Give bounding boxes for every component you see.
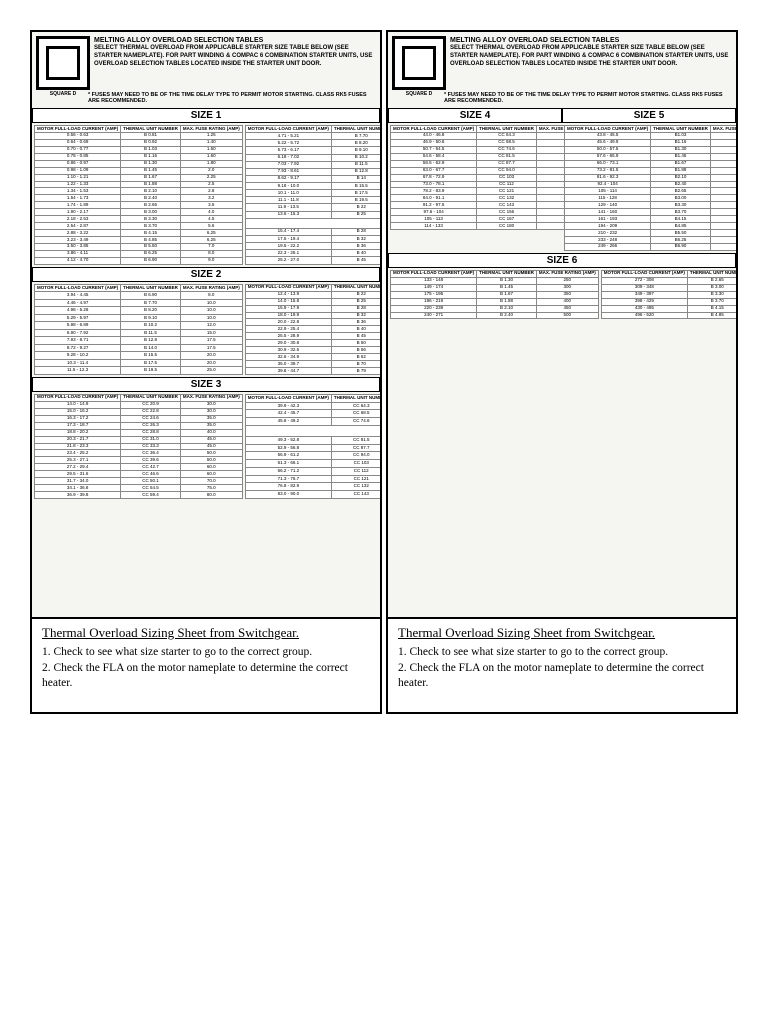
size1-right-table: MOTOR FULL-LOAD CURRENT (AMP)THERMAL UNI…: [245, 125, 382, 265]
caption-body: 1. Check to see what size starter to go …: [398, 645, 726, 692]
header-block-r: SQUARE D MELTING ALLOY OVERLOAD SELECTIO…: [388, 32, 736, 108]
size1-left-table: MOTOR FULL-LOAD CURRENT (AMP)THERMAL UNI…: [34, 125, 243, 265]
size2-right-table: MOTOR FULL-LOAD CURRENT (AMP)THERMAL UNI…: [245, 284, 382, 375]
size4-header: SIZE 4: [388, 108, 562, 123]
logo-label: SQUARE D: [395, 91, 443, 97]
size1-header: SIZE 1: [32, 108, 380, 123]
size6-header: SIZE 6: [388, 253, 736, 268]
captions-row: Thermal Overload Sizing Sheet from Switc…: [0, 619, 768, 714]
header-text-r: MELTING ALLOY OVERLOAD SELECTION TABLES …: [450, 36, 732, 68]
square-d-logo: SQUARE D: [392, 36, 446, 90]
size2-left-table: MOTOR FULL-LOAD CURRENT (AMP)THERMAL UNI…: [34, 284, 243, 375]
size6-left-table: MOTOR FULL-LOAD CURRENT (AMP)THERMAL UNI…: [390, 270, 599, 320]
size3-left-table: MOTOR FULL-LOAD CURRENT (AMP)THERMAL UNI…: [34, 394, 243, 499]
header-body: SELECT THERMAL OVERLOAD FROM APPLICABLE …: [450, 45, 732, 68]
header-text: MELTING ALLOY OVERLOAD SELECTION TABLES …: [94, 36, 376, 68]
size5-header: SIZE 5: [562, 108, 736, 123]
caption-title: Thermal Overload Sizing Sheet from Switc…: [398, 625, 726, 641]
size6-right-table: MOTOR FULL-LOAD CURRENT (AMP)THERMAL UNI…: [601, 270, 738, 320]
header-body: SELECT THERMAL OVERLOAD FROM APPLICABLE …: [94, 45, 376, 68]
size3-tables: MOTOR FULL-LOAD CURRENT (AMP)THERMAL UNI…: [32, 392, 380, 501]
header-block: SQUARE D MELTING ALLOY OVERLOAD SELECTIO…: [32, 32, 380, 108]
size2-tables: MOTOR FULL-LOAD CURRENT (AMP)THERMAL UNI…: [32, 282, 380, 377]
size5-table: MOTOR FULL-LOAD CURRENT (AMP)THERMAL UNI…: [564, 125, 738, 251]
square-d-logo: SQUARE D: [36, 36, 90, 90]
content-area: SQUARE D MELTING ALLOY OVERLOAD SELECTIO…: [0, 0, 768, 619]
document-page: SQUARE D MELTING ALLOY OVERLOAD SELECTIO…: [0, 0, 768, 1024]
fuse-note: * FUSES MAY NEED TO BE OF THE TIME DELAY…: [444, 92, 732, 104]
size3-right-table: MOTOR FULL-LOAD CURRENT (AMP)THERMAL UNI…: [245, 394, 382, 499]
right-panel: SQUARE D MELTING ALLOY OVERLOAD SELECTIO…: [386, 30, 738, 619]
left-panel: SQUARE D MELTING ALLOY OVERLOAD SELECTIO…: [30, 30, 382, 619]
header-title: MELTING ALLOY OVERLOAD SELECTION TABLES: [94, 36, 376, 45]
caption-body: 1. Check to see what size starter to go …: [42, 645, 370, 692]
size2-header: SIZE 2: [32, 267, 380, 282]
size3-header: SIZE 3: [32, 377, 380, 392]
caption-title: Thermal Overload Sizing Sheet from Switc…: [42, 625, 370, 641]
header-title: MELTING ALLOY OVERLOAD SELECTION TABLES: [450, 36, 732, 45]
size1-tables: MOTOR FULL-LOAD CURRENT (AMP)THERMAL UNI…: [32, 123, 380, 267]
right-caption: Thermal Overload Sizing Sheet from Switc…: [386, 619, 738, 714]
size6-tables: MOTOR FULL-LOAD CURRENT (AMP)THERMAL UNI…: [388, 268, 736, 322]
fuse-note: * FUSES MAY NEED TO BE OF THE TIME DELAY…: [88, 92, 376, 104]
logo-label: SQUARE D: [39, 91, 87, 97]
left-caption: Thermal Overload Sizing Sheet from Switc…: [30, 619, 382, 714]
